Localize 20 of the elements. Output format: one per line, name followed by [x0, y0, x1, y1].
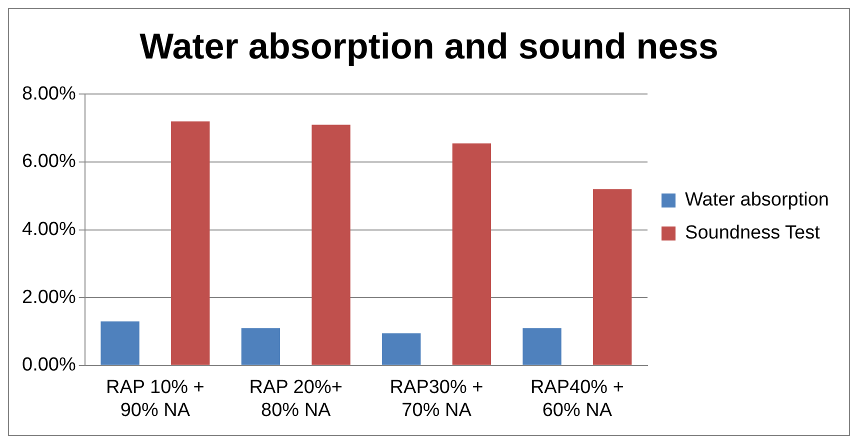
legend-label: Soundness Test — [685, 222, 821, 244]
bar — [593, 189, 632, 365]
y-tick-label: 6.00% — [22, 151, 76, 172]
x-tick-label: RAP 20%+ 80% NA — [249, 377, 342, 421]
x-tick-label: RAP40% + 60% NA — [530, 377, 624, 421]
bar — [171, 121, 210, 365]
chart-title: Water absorption and sound ness — [140, 26, 718, 67]
y-tick-label: 8.00% — [22, 83, 76, 104]
legend-label: Water absorption — [685, 190, 830, 211]
bar — [241, 328, 280, 365]
x-tick-label: RAP 10% + 90% NA — [106, 377, 204, 421]
y-tick-label: 0.00% — [22, 354, 76, 376]
bar — [100, 321, 140, 365]
x-tick-label: RAP30% + 70% NA — [390, 377, 484, 421]
bar — [522, 328, 562, 365]
y-tick-label: 2.00% — [22, 286, 76, 308]
bar — [312, 124, 350, 365]
bar — [382, 333, 421, 365]
y-tick-label: 4.00% — [22, 219, 76, 240]
bar — [452, 143, 492, 365]
